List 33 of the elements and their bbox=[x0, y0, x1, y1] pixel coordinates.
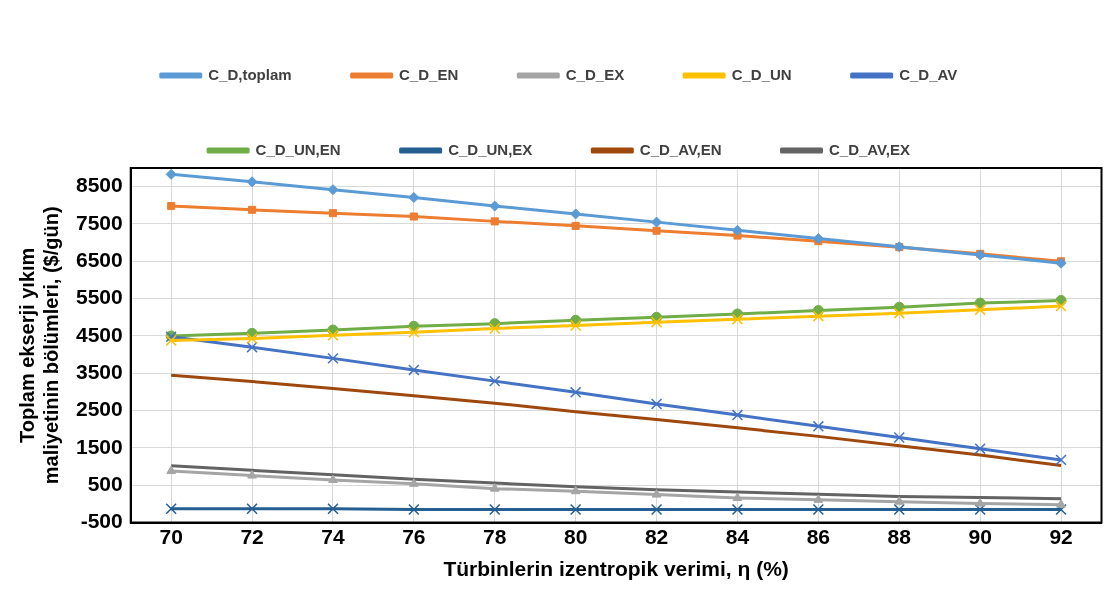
y-tick-label: 500 bbox=[87, 472, 123, 496]
legend-label: C_D_UN,EN bbox=[255, 140, 341, 158]
legend-label: C_D_EN bbox=[399, 65, 459, 83]
y-tick-label: -500 bbox=[80, 509, 123, 533]
y-tick-label: 3500 bbox=[76, 360, 123, 384]
x-tick-label: 84 bbox=[725, 525, 750, 548]
y-tick-label: 4500 bbox=[76, 322, 123, 346]
legend-label: C_D_UN bbox=[731, 65, 792, 83]
x-tick-label: 70 bbox=[159, 525, 183, 548]
x-tick-label: 88 bbox=[887, 525, 912, 548]
x-tick-label: 86 bbox=[806, 525, 831, 548]
legend-label: C_D,toplam bbox=[208, 65, 292, 83]
legend-label: C_D_AV,EN bbox=[639, 140, 722, 158]
y-tick-label: 8500 bbox=[76, 173, 123, 197]
legend-label: C_D_EX bbox=[565, 65, 625, 83]
x-tick-label: 92 bbox=[1049, 525, 1073, 548]
y-tick-label: 7500 bbox=[76, 210, 123, 234]
x-tick-label: 78 bbox=[483, 525, 507, 548]
x-tick-label: 76 bbox=[402, 525, 426, 548]
x-tick-label: 80 bbox=[563, 525, 588, 548]
x-tick-label: 90 bbox=[968, 525, 992, 548]
legend-label: C_D_AV,EX bbox=[829, 140, 910, 158]
y-tick-label: 1500 bbox=[76, 434, 123, 458]
x-axis-title: Türbinlerin izentropik verimi, η (%) bbox=[443, 557, 789, 581]
x-tick-label: 82 bbox=[644, 525, 669, 548]
x-tick-label: 72 bbox=[240, 525, 264, 548]
y-tick-label: 6500 bbox=[76, 248, 123, 272]
y-tick-label: 2500 bbox=[76, 397, 123, 421]
x-tick-label: 74 bbox=[321, 525, 345, 548]
y-tick-label: 5500 bbox=[76, 285, 123, 309]
legend-label: C_D_AV bbox=[899, 65, 958, 83]
y-axis-title: Toplam ekserji yıkım maliyetinin bölümleri, ($/gün) bbox=[15, 206, 62, 485]
legend-label: C_D_UN,EX bbox=[448, 140, 533, 158]
